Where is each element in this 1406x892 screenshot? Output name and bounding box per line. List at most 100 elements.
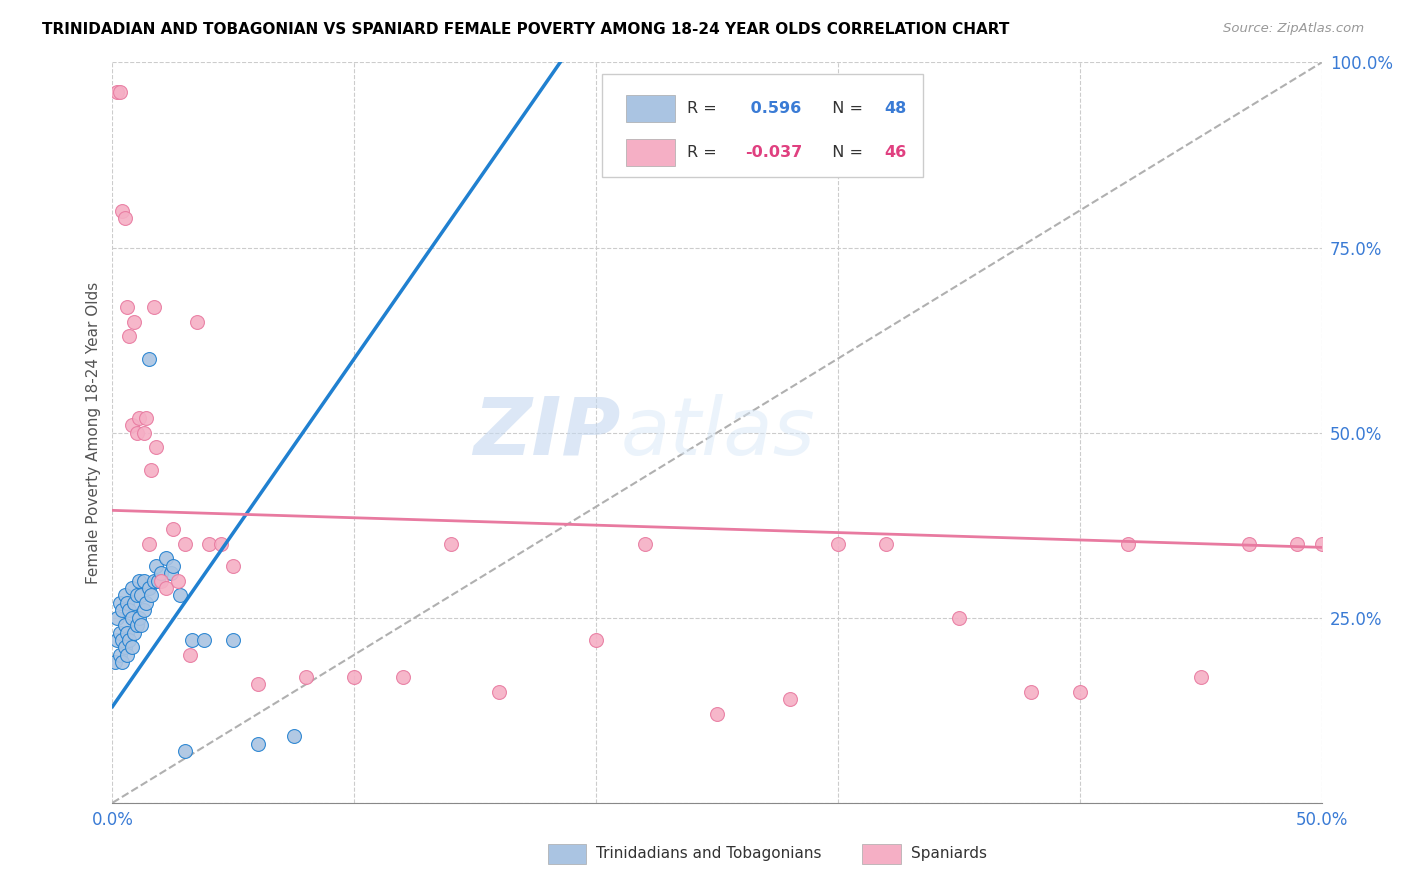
Point (948, 610, 970, 624)
Text: -0.037: -0.037 (745, 145, 801, 161)
Text: N =: N = (823, 101, 869, 116)
Point (135, 596, 157, 610)
Point (149, 574, 172, 588)
Point (122, 625, 145, 640)
Point (108, 596, 131, 610)
Point (198, 536, 221, 550)
Point (111, 203, 134, 218)
Point (283, 729, 305, 743)
Point (115, 625, 138, 640)
Y-axis label: Female Poverty Among 18-24 Year Olds: Female Poverty Among 18-24 Year Olds (86, 282, 101, 583)
Point (121, 610, 143, 624)
Point (246, 737, 269, 751)
Point (145, 441, 167, 455)
Text: R =: R = (686, 145, 721, 161)
Point (1069, 685, 1091, 699)
Point (1021, 685, 1043, 699)
Point (114, 640, 136, 655)
Text: 46: 46 (884, 145, 907, 161)
Text: Spaniards: Spaniards (911, 847, 987, 862)
Point (104, 655, 127, 669)
Point (174, 744, 197, 758)
Point (111, 603, 134, 617)
Point (343, 670, 366, 684)
Point (108, 625, 131, 640)
Text: ZIP: ZIP (472, 393, 620, 472)
Point (108, 85, 131, 99)
Point (115, 300, 138, 314)
Point (132, 425, 155, 440)
Point (142, 300, 165, 314)
Point (222, 558, 245, 573)
Point (128, 574, 150, 588)
Point (105, 632, 128, 647)
Point (193, 632, 215, 647)
Point (121, 418, 143, 433)
Point (155, 551, 177, 566)
Point (105, 85, 128, 99)
Point (138, 581, 160, 595)
Text: atlas: atlas (620, 393, 815, 472)
Point (105, 610, 128, 624)
Point (142, 574, 165, 588)
Point (125, 589, 148, 603)
Point (131, 589, 153, 603)
Point (179, 648, 201, 662)
FancyBboxPatch shape (626, 95, 675, 121)
FancyBboxPatch shape (862, 844, 901, 864)
Point (779, 692, 801, 706)
Point (162, 522, 184, 536)
Point (114, 618, 136, 632)
Text: N =: N = (823, 145, 869, 161)
Point (209, 536, 232, 550)
Point (488, 685, 510, 699)
Point (128, 410, 150, 425)
Point (155, 581, 177, 595)
Point (166, 574, 188, 588)
Point (1310, 536, 1333, 550)
Point (174, 536, 197, 550)
Point (149, 566, 172, 581)
FancyBboxPatch shape (548, 844, 586, 864)
Point (141, 462, 163, 476)
Point (875, 536, 897, 550)
Point (145, 558, 167, 573)
Point (121, 581, 143, 595)
Point (108, 648, 131, 662)
Point (125, 618, 148, 632)
Point (1237, 536, 1260, 550)
Point (827, 536, 849, 550)
Point (141, 589, 163, 603)
Point (138, 536, 160, 550)
Point (186, 314, 208, 328)
Point (1189, 670, 1212, 684)
Point (135, 410, 157, 425)
Point (138, 351, 160, 366)
Point (585, 632, 607, 647)
FancyBboxPatch shape (626, 139, 675, 166)
FancyBboxPatch shape (602, 73, 922, 178)
Point (159, 566, 181, 581)
Point (246, 677, 269, 691)
Point (118, 329, 141, 343)
Point (181, 632, 204, 647)
Point (706, 706, 728, 721)
Point (115, 648, 138, 662)
Point (111, 632, 134, 647)
Point (128, 610, 150, 624)
Point (440, 536, 463, 550)
Point (114, 211, 136, 225)
Point (132, 603, 155, 617)
Point (169, 589, 191, 603)
Point (115, 596, 138, 610)
Point (162, 558, 184, 573)
Point (148, 574, 170, 588)
Point (125, 425, 148, 440)
Point (222, 632, 245, 647)
Point (633, 536, 655, 550)
Point (122, 596, 145, 610)
Point (122, 314, 145, 328)
Point (295, 670, 318, 684)
Point (391, 670, 413, 684)
Point (131, 618, 153, 632)
